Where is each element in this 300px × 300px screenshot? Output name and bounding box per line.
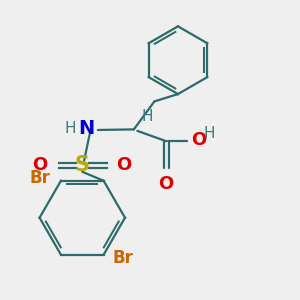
Text: H: H	[203, 126, 214, 141]
Text: O: O	[32, 156, 47, 174]
Text: O: O	[116, 156, 131, 174]
Text: O: O	[191, 131, 206, 149]
Text: Br: Br	[112, 249, 133, 267]
Text: O: O	[159, 175, 174, 193]
Text: Br: Br	[30, 169, 51, 187]
Text: H: H	[141, 109, 153, 124]
Text: H: H	[65, 121, 76, 136]
Text: N: N	[78, 119, 94, 138]
Text: S: S	[75, 155, 90, 175]
